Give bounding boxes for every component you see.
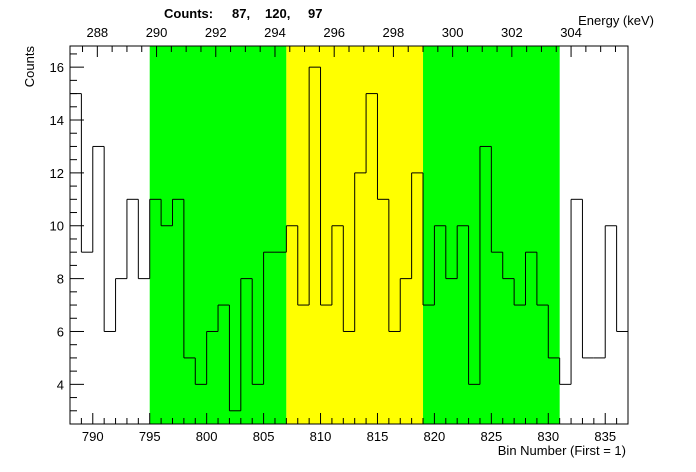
x-tick-label: 795 bbox=[139, 429, 161, 444]
y-tick-label: 14 bbox=[50, 113, 64, 128]
energy-tick-label: 296 bbox=[323, 25, 345, 40]
energy-tick-label: 298 bbox=[383, 25, 405, 40]
counts-value-right: 97 bbox=[308, 6, 322, 21]
x-tick-label: 835 bbox=[594, 429, 616, 444]
x-tick-label: 820 bbox=[424, 429, 446, 444]
y-axis-title: Counts bbox=[22, 46, 37, 88]
y-tick-label: 10 bbox=[50, 219, 64, 234]
energy-tick-label: 304 bbox=[560, 25, 582, 40]
energy-tick-label: 292 bbox=[205, 25, 227, 40]
energy-tick-label: 302 bbox=[501, 25, 523, 40]
energy-tick-label: 294 bbox=[264, 25, 286, 40]
y-tick-label: 16 bbox=[50, 60, 64, 75]
counts-value-center: 120, bbox=[265, 6, 290, 21]
x-tick-label: 810 bbox=[310, 429, 332, 444]
x-tick-label: 825 bbox=[480, 429, 502, 444]
x-axis-title: Bin Number (First = 1) bbox=[498, 443, 626, 458]
y-tick-label: 8 bbox=[57, 272, 64, 287]
x-tick-label: 805 bbox=[253, 429, 275, 444]
energy-tick-label: 300 bbox=[442, 25, 464, 40]
counts-value-left: 87, bbox=[232, 6, 250, 21]
y-tick-label: 4 bbox=[57, 377, 64, 392]
x-axis-ticks: 790 795 800 805 810 815 820 825 830 835 bbox=[69, 413, 629, 444]
x-tick-label: 815 bbox=[367, 429, 389, 444]
x-tick-label: 800 bbox=[196, 429, 218, 444]
y-tick-label: 12 bbox=[50, 166, 64, 181]
x-tick-label: 830 bbox=[537, 429, 559, 444]
y-tick-label: 6 bbox=[57, 324, 64, 339]
counts-label: Counts: bbox=[164, 6, 213, 21]
region-0 bbox=[149, 46, 287, 424]
y-axis-ticks: 4 6 8 10 12 14 16 bbox=[50, 53, 84, 412]
energy-axis-title: Energy (keV) bbox=[578, 13, 654, 28]
energy-axis-ticks: 288 290 292 294 296 298 300 302 304 bbox=[82, 25, 616, 57]
x-tick-label: 790 bbox=[82, 429, 104, 444]
energy-tick-label: 288 bbox=[86, 25, 108, 40]
energy-tick-label: 290 bbox=[146, 25, 168, 40]
